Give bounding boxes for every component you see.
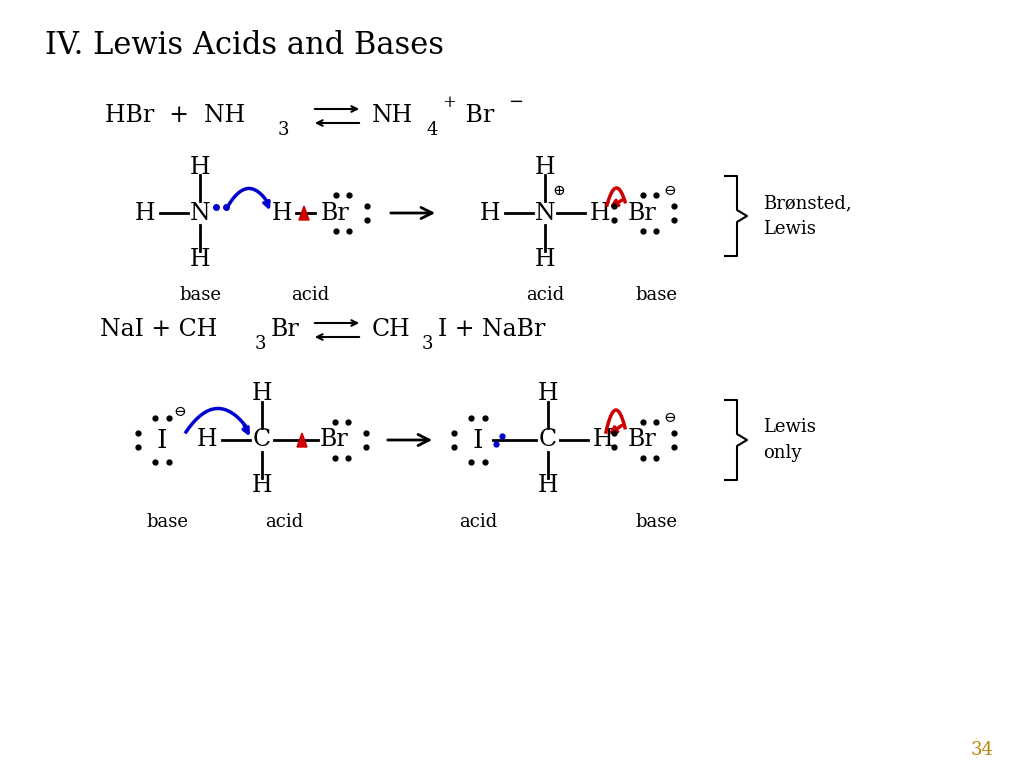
Text: H: H	[197, 429, 217, 452]
Text: H: H	[189, 155, 210, 178]
Text: 4: 4	[427, 121, 438, 139]
Text: I: I	[473, 428, 483, 452]
Text: H: H	[480, 201, 501, 224]
Text: CH: CH	[372, 319, 411, 342]
Text: Br: Br	[628, 201, 656, 224]
Text: 3: 3	[422, 335, 433, 353]
Text: NaI + CH: NaI + CH	[100, 319, 217, 342]
Text: acid: acid	[459, 513, 497, 531]
Text: acid: acid	[526, 286, 564, 304]
Text: base: base	[146, 513, 188, 531]
Text: Br: Br	[321, 201, 349, 224]
Text: H: H	[535, 247, 555, 270]
Text: acid: acid	[291, 286, 329, 304]
Text: H: H	[535, 155, 555, 178]
Text: Br: Br	[319, 429, 348, 452]
Text: H: H	[189, 247, 210, 270]
Text: N: N	[535, 201, 555, 224]
Text: 3: 3	[278, 121, 290, 139]
Text: H: H	[252, 382, 272, 406]
Text: H: H	[590, 201, 610, 224]
Text: Lewis: Lewis	[763, 220, 816, 238]
Text: H: H	[135, 201, 156, 224]
Text: ⊖: ⊖	[664, 184, 677, 198]
Text: HBr  +  NH: HBr + NH	[105, 104, 245, 127]
Text: H: H	[538, 382, 558, 406]
Text: NH: NH	[372, 104, 413, 127]
Text: Br: Br	[458, 104, 495, 127]
Text: H: H	[593, 429, 613, 452]
Text: ⊕: ⊕	[553, 184, 565, 198]
Text: Br: Br	[628, 429, 656, 452]
Text: base: base	[635, 286, 677, 304]
Text: C: C	[539, 429, 557, 452]
Text: H: H	[252, 475, 272, 498]
Polygon shape	[299, 206, 309, 220]
Text: 34: 34	[971, 741, 993, 759]
Text: −: −	[508, 93, 523, 111]
Text: I: I	[157, 428, 167, 452]
Text: 3: 3	[255, 335, 266, 353]
Text: H: H	[538, 475, 558, 498]
Text: base: base	[179, 286, 221, 304]
Text: Br: Br	[271, 319, 300, 342]
Text: base: base	[635, 513, 677, 531]
Text: IV. Lewis Acids and Bases: IV. Lewis Acids and Bases	[45, 30, 444, 61]
Text: C: C	[253, 429, 271, 452]
Text: N: N	[189, 201, 210, 224]
Text: acid: acid	[265, 513, 303, 531]
Text: ⊖: ⊖	[174, 405, 186, 419]
Text: I + NaBr: I + NaBr	[438, 319, 546, 342]
Text: only: only	[763, 444, 802, 462]
Text: +: +	[442, 94, 456, 111]
Text: H: H	[271, 201, 292, 224]
Polygon shape	[297, 433, 307, 447]
Text: Lewis: Lewis	[763, 418, 816, 436]
Text: ⊖: ⊖	[664, 411, 677, 425]
Text: Brønsted,: Brønsted,	[763, 194, 852, 212]
